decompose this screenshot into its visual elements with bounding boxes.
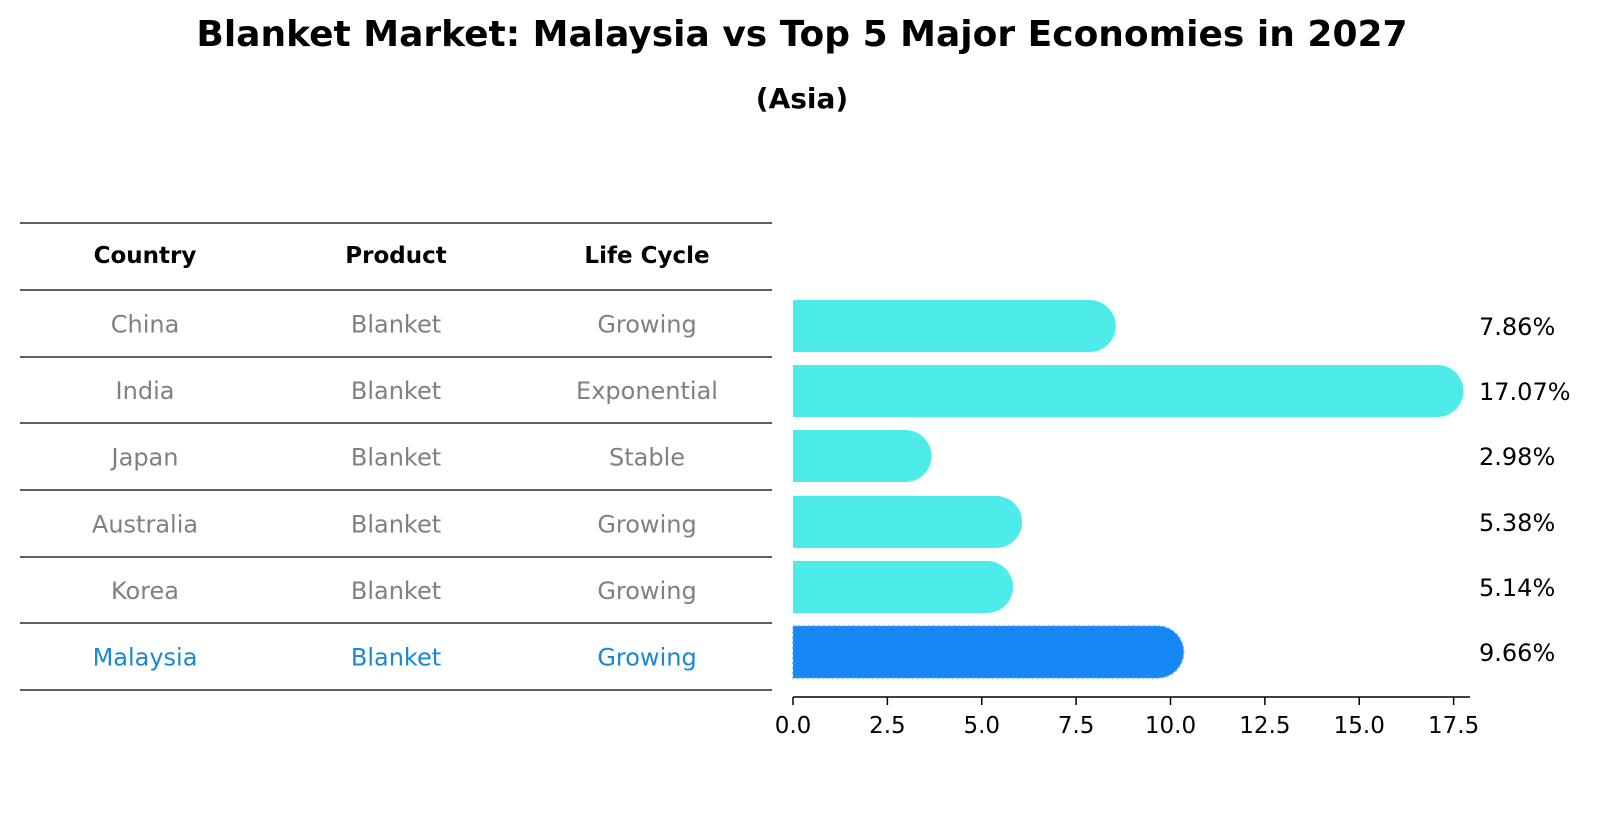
- table-lines: [20, 222, 772, 691]
- table-cell: Growing: [597, 644, 696, 672]
- table-header-cell: Life Cycle: [584, 243, 709, 269]
- chart-subtitle: (Asia): [755, 82, 849, 115]
- table-row: India Blanket Exponential: [116, 377, 718, 405]
- table-cell: Stable: [609, 444, 685, 472]
- value-label: 9.66%: [1479, 639, 1555, 667]
- bar-china: [793, 300, 1116, 352]
- table-cell: Growing: [597, 577, 696, 605]
- table-cell: Japan: [110, 444, 179, 472]
- table-cell: Blanket: [351, 644, 441, 672]
- value-label: 17.07%: [1479, 378, 1571, 406]
- value-label: 2.98%: [1479, 443, 1555, 471]
- table-body: China Blanket Growing India Blanket Exponenti…: [92, 311, 718, 672]
- bar-japan: [793, 430, 932, 482]
- bar-india: [793, 365, 1464, 417]
- x-tick-label: 0.0: [775, 713, 812, 739]
- table-cell: Growing: [597, 311, 696, 339]
- table-header: Country Product Life Cycle: [94, 243, 710, 269]
- bars: [792, 300, 1464, 679]
- x-tick-label: 7.5: [1058, 713, 1095, 739]
- x-tick-label: 17.5: [1428, 713, 1479, 739]
- table-cell: Malaysia: [93, 644, 198, 672]
- table-cell: Blanket: [351, 511, 441, 539]
- table-cell: Blanket: [351, 577, 441, 605]
- table-cell: Growing: [597, 511, 696, 539]
- value-label: 5.38%: [1479, 509, 1555, 537]
- chart-title: Blanket Market: Malaysia vs Top 5 Major …: [196, 14, 1408, 55]
- x-tick-label: 12.5: [1239, 713, 1290, 739]
- bar-malaysia: [793, 626, 1184, 678]
- table-cell: China: [111, 311, 180, 339]
- table-cell: Blanket: [351, 311, 441, 339]
- value-label: 7.86%: [1479, 313, 1555, 341]
- table-header-cell: Product: [345, 243, 446, 269]
- x-tick-label: 5.0: [963, 713, 1000, 739]
- table-cell: Australia: [92, 511, 198, 539]
- table-cell: Blanket: [351, 377, 441, 405]
- x-tick-label: 2.5: [869, 713, 906, 739]
- table-row: Australia Blanket Growing: [92, 511, 697, 539]
- bar-australia: [793, 496, 1023, 548]
- table-cell: Exponential: [576, 377, 718, 405]
- value-label: 5.14%: [1479, 574, 1555, 602]
- bar-korea: [793, 561, 1014, 613]
- x-tick-label: 10.0: [1145, 713, 1196, 739]
- table-cell: India: [116, 377, 175, 405]
- x-axis: 0.0 2.5 5.0 7.5 10.0 12.5 15.0 17.5: [775, 696, 1479, 739]
- bar-highlight-outline: [792, 625, 1185, 679]
- table-row: China Blanket Growing: [111, 311, 697, 339]
- x-tick-label: 15.0: [1334, 713, 1385, 739]
- value-labels: 7.86% 17.07% 2.98% 5.38% 5.14% 9.66%: [1479, 313, 1571, 667]
- table-cell: Korea: [111, 577, 179, 605]
- table-row: Korea Blanket Growing: [111, 577, 697, 605]
- table-cell: Blanket: [351, 444, 441, 472]
- table-row: Japan Blanket Stable: [110, 444, 685, 472]
- table-row: Malaysia Blanket Growing: [93, 644, 697, 672]
- table-header-cell: Country: [94, 243, 197, 269]
